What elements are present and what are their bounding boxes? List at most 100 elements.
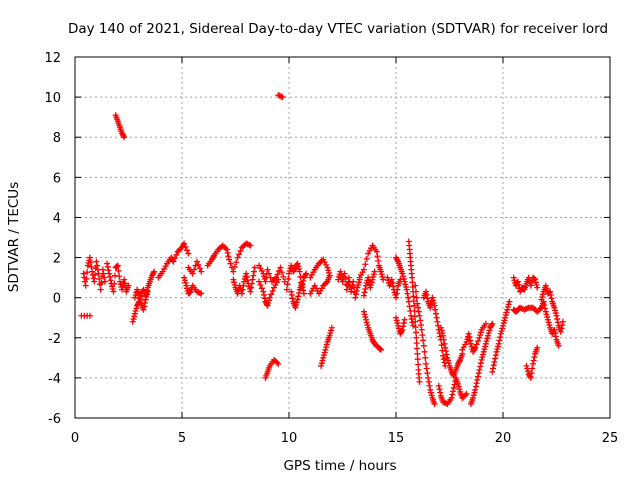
data-point xyxy=(352,294,359,301)
data-point xyxy=(523,362,530,369)
data-point xyxy=(354,284,361,291)
data-point xyxy=(444,354,451,361)
data-point xyxy=(181,277,188,284)
data-point xyxy=(303,270,310,277)
data-point xyxy=(80,270,87,277)
data-point xyxy=(524,368,531,375)
y-tick-label: 4 xyxy=(53,211,61,226)
data-point xyxy=(183,285,190,292)
data-point xyxy=(114,263,121,270)
data-point xyxy=(473,341,480,348)
data-point xyxy=(555,342,562,349)
data-point xyxy=(492,352,499,359)
data-point xyxy=(407,312,414,319)
data-point xyxy=(402,281,409,288)
x-tick-label: 25 xyxy=(602,431,619,446)
data-point xyxy=(450,384,457,391)
data-point xyxy=(479,354,486,361)
data-point xyxy=(395,325,402,332)
data-point xyxy=(399,326,406,333)
data-point xyxy=(276,267,283,274)
data-point xyxy=(142,296,149,303)
data-point xyxy=(411,313,418,320)
data-point xyxy=(417,317,424,324)
data-point xyxy=(223,246,230,253)
data-point xyxy=(89,268,96,275)
data-point xyxy=(198,268,205,275)
data-point xyxy=(437,389,444,396)
data-point xyxy=(474,376,481,383)
data-point xyxy=(131,310,138,317)
data-point xyxy=(438,327,445,334)
data-point xyxy=(143,293,150,300)
data-point xyxy=(261,291,268,298)
data-point xyxy=(302,271,309,278)
data-point xyxy=(422,288,429,295)
data-point xyxy=(401,316,408,323)
data-point xyxy=(181,274,188,281)
data-point xyxy=(552,307,559,314)
y-tick-label: -6 xyxy=(48,412,61,427)
chart-title: Day 140 of 2021, Sidereal Day-to-day VTE… xyxy=(68,21,608,37)
data-point xyxy=(416,312,423,319)
data-point xyxy=(224,249,231,256)
data-point xyxy=(495,340,502,347)
data-point xyxy=(415,361,422,368)
data-point xyxy=(506,298,513,305)
y-tick-label: 10 xyxy=(44,91,61,106)
data-point xyxy=(133,305,140,312)
data-point xyxy=(292,304,299,311)
data-point xyxy=(348,288,355,295)
data-point xyxy=(275,276,282,283)
data-point xyxy=(121,280,128,287)
data-point xyxy=(257,281,264,288)
data-point xyxy=(274,271,281,278)
data-point xyxy=(84,262,91,269)
data-point xyxy=(275,360,282,367)
data-point xyxy=(505,301,512,308)
data-point xyxy=(441,340,448,347)
data-point xyxy=(552,333,559,340)
data-point xyxy=(300,290,307,297)
data-point xyxy=(91,271,98,278)
data-point xyxy=(97,286,104,293)
data-point xyxy=(195,261,202,268)
data-point xyxy=(400,323,407,330)
data-point xyxy=(542,305,549,312)
data-point xyxy=(324,264,331,271)
data-point xyxy=(269,287,276,294)
data-point xyxy=(189,270,196,277)
data-point xyxy=(355,279,362,286)
data-point xyxy=(500,320,507,327)
data-point xyxy=(489,368,496,375)
data-point xyxy=(422,360,429,367)
data-point xyxy=(295,293,302,300)
data-point xyxy=(393,317,400,324)
data-point xyxy=(192,262,199,269)
data-point xyxy=(475,338,482,345)
data-point xyxy=(91,278,98,285)
data-point xyxy=(481,346,488,353)
data-point xyxy=(83,275,90,282)
data-point xyxy=(276,92,283,99)
data-point xyxy=(441,359,448,366)
data-point xyxy=(394,286,401,293)
data-point xyxy=(544,314,551,321)
x-tick-label: 5 xyxy=(178,431,186,446)
data-point xyxy=(533,281,540,288)
data-point xyxy=(363,255,370,262)
data-point xyxy=(367,284,374,291)
data-point xyxy=(321,349,328,356)
data-point xyxy=(350,283,357,290)
data-point xyxy=(151,268,158,275)
data-point xyxy=(266,297,273,304)
data-point xyxy=(295,263,302,270)
data-point xyxy=(284,281,291,288)
data-point xyxy=(502,314,509,321)
data-point xyxy=(84,269,91,276)
data-point xyxy=(437,333,444,340)
data-point xyxy=(231,263,238,270)
data-point xyxy=(528,370,535,377)
data-point xyxy=(531,275,538,282)
